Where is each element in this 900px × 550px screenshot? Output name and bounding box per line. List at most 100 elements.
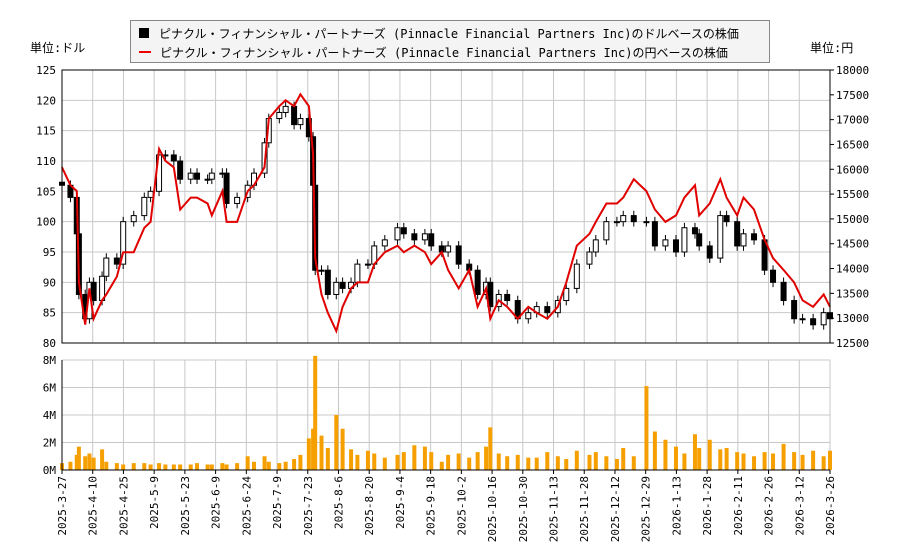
volume-bar — [604, 456, 609, 470]
volume-bar — [741, 453, 746, 470]
candle-body — [90, 281, 97, 302]
left-y-tick-label: 110 — [36, 155, 56, 168]
volume-bar — [800, 454, 805, 470]
right-y-tick-label: 17500 — [836, 89, 869, 102]
candle-body — [113, 257, 120, 265]
candle-body — [681, 227, 688, 253]
volume-bar — [171, 464, 176, 470]
candle-body — [234, 196, 241, 204]
candle-body — [586, 251, 593, 265]
x-tick-label: 2025-5-23 — [179, 476, 192, 536]
volume-bar — [644, 386, 649, 470]
volume-bar — [205, 464, 210, 470]
candle-body — [394, 227, 401, 241]
candle-body — [208, 172, 215, 180]
right-y-tick-label: 13000 — [836, 312, 869, 325]
candle-body — [717, 215, 724, 259]
left-y-tick-label: 90 — [43, 276, 56, 289]
legend: ピナクル・フィナンシャル・パートナーズ (Pinnacle Financial … — [130, 20, 770, 63]
volume-bar — [496, 453, 501, 470]
volume-bar — [334, 415, 339, 470]
volume-bar — [87, 453, 92, 470]
price-plot-area — [62, 70, 830, 343]
candle-body — [751, 233, 758, 241]
volume-bar — [439, 461, 444, 470]
x-tick-label: 2025-10-30 — [517, 476, 530, 542]
volume-bar — [515, 454, 520, 470]
volume-bar — [68, 461, 73, 470]
volume-bar — [365, 450, 370, 470]
left-y-tick-label: 80 — [43, 337, 56, 350]
candle-body — [381, 239, 388, 247]
legend-label-usd: ピナクル・フィナンシャル・パートナーズ (Pinnacle Financial … — [159, 26, 739, 41]
volume-bar — [74, 454, 79, 470]
volume-bar — [697, 448, 702, 470]
candle-body — [525, 312, 532, 320]
right-y-tick-label: 12500 — [836, 337, 869, 350]
volume-bar — [762, 452, 767, 470]
volume-bar — [298, 454, 303, 470]
left-y-tick-label: 105 — [36, 185, 56, 198]
volume-bar — [821, 456, 826, 470]
volume-bar — [104, 461, 109, 470]
volume-bar — [372, 453, 377, 470]
volume-bar — [91, 457, 96, 470]
candle-body — [734, 221, 741, 247]
x-tick-label: 2026-3-12 — [793, 476, 806, 536]
candle-body — [276, 111, 283, 120]
candle-body — [799, 318, 806, 321]
volume-bar — [306, 438, 311, 470]
volume-bar — [564, 459, 569, 470]
candle-body — [333, 281, 340, 295]
x-tick-label: 2025-8-6 — [332, 476, 345, 529]
volume-bar — [484, 446, 489, 470]
left-y-tick-label: 120 — [36, 94, 56, 107]
x-tick-label: 2025-10-16 — [486, 476, 499, 542]
candle-body — [630, 215, 637, 223]
right-y-tick-label: 16500 — [836, 138, 869, 151]
volume-bar — [157, 463, 162, 470]
left-axis-unit: 単位:ドル — [30, 41, 86, 55]
legend-item-usd: ピナクル・フィナンシャル・パートナーズ (Pinnacle Financial … — [139, 24, 739, 42]
candle-body — [770, 269, 777, 283]
candle-body — [696, 233, 703, 247]
right-y-tick-label: 14500 — [836, 238, 869, 251]
volume-bar — [828, 450, 832, 470]
x-tick-label: 2026-1-28 — [701, 476, 714, 536]
volume-bar — [752, 456, 757, 470]
volume-bar — [277, 463, 282, 470]
right-y-tick-label: 17000 — [836, 114, 869, 127]
volume-bar — [692, 434, 697, 470]
volume-y-tick-label: 0M — [43, 464, 57, 477]
volume-y-tick-label: 4M — [43, 409, 57, 422]
volume-bar — [209, 464, 214, 470]
x-tick-label: 2025-10-2 — [455, 476, 468, 536]
volume-bar — [811, 450, 816, 470]
x-tick-label: 2025-11-28 — [578, 476, 591, 542]
volume-bar — [319, 435, 324, 470]
x-tick-label: 2025-12-29 — [640, 476, 653, 542]
x-tick-label: 2025-6-9 — [210, 476, 223, 529]
candle-body — [170, 154, 177, 162]
candle-body — [194, 172, 201, 180]
candle-body — [103, 257, 110, 277]
volume-bar — [631, 456, 636, 470]
volume-bar — [718, 449, 723, 470]
volume-bar — [382, 457, 387, 470]
volume-bar — [266, 461, 271, 470]
candle-body — [297, 118, 304, 126]
x-tick-label: 2026-2-26 — [763, 476, 776, 536]
x-tick-label: 2026-2-11 — [732, 476, 745, 536]
right-y-tick-label: 16000 — [836, 163, 869, 176]
left-y-tick-label: 85 — [43, 307, 56, 320]
volume-bar — [587, 454, 592, 470]
candle-body — [603, 221, 610, 241]
x-tick-label: 2025-7-23 — [302, 476, 315, 536]
volume-bar — [422, 446, 427, 470]
volume-bar — [682, 453, 687, 470]
volume-bar — [467, 457, 472, 470]
candle-body — [563, 287, 570, 302]
legend-swatch-usd — [139, 28, 149, 38]
volume-bar — [652, 431, 657, 470]
candle-body — [141, 196, 148, 217]
